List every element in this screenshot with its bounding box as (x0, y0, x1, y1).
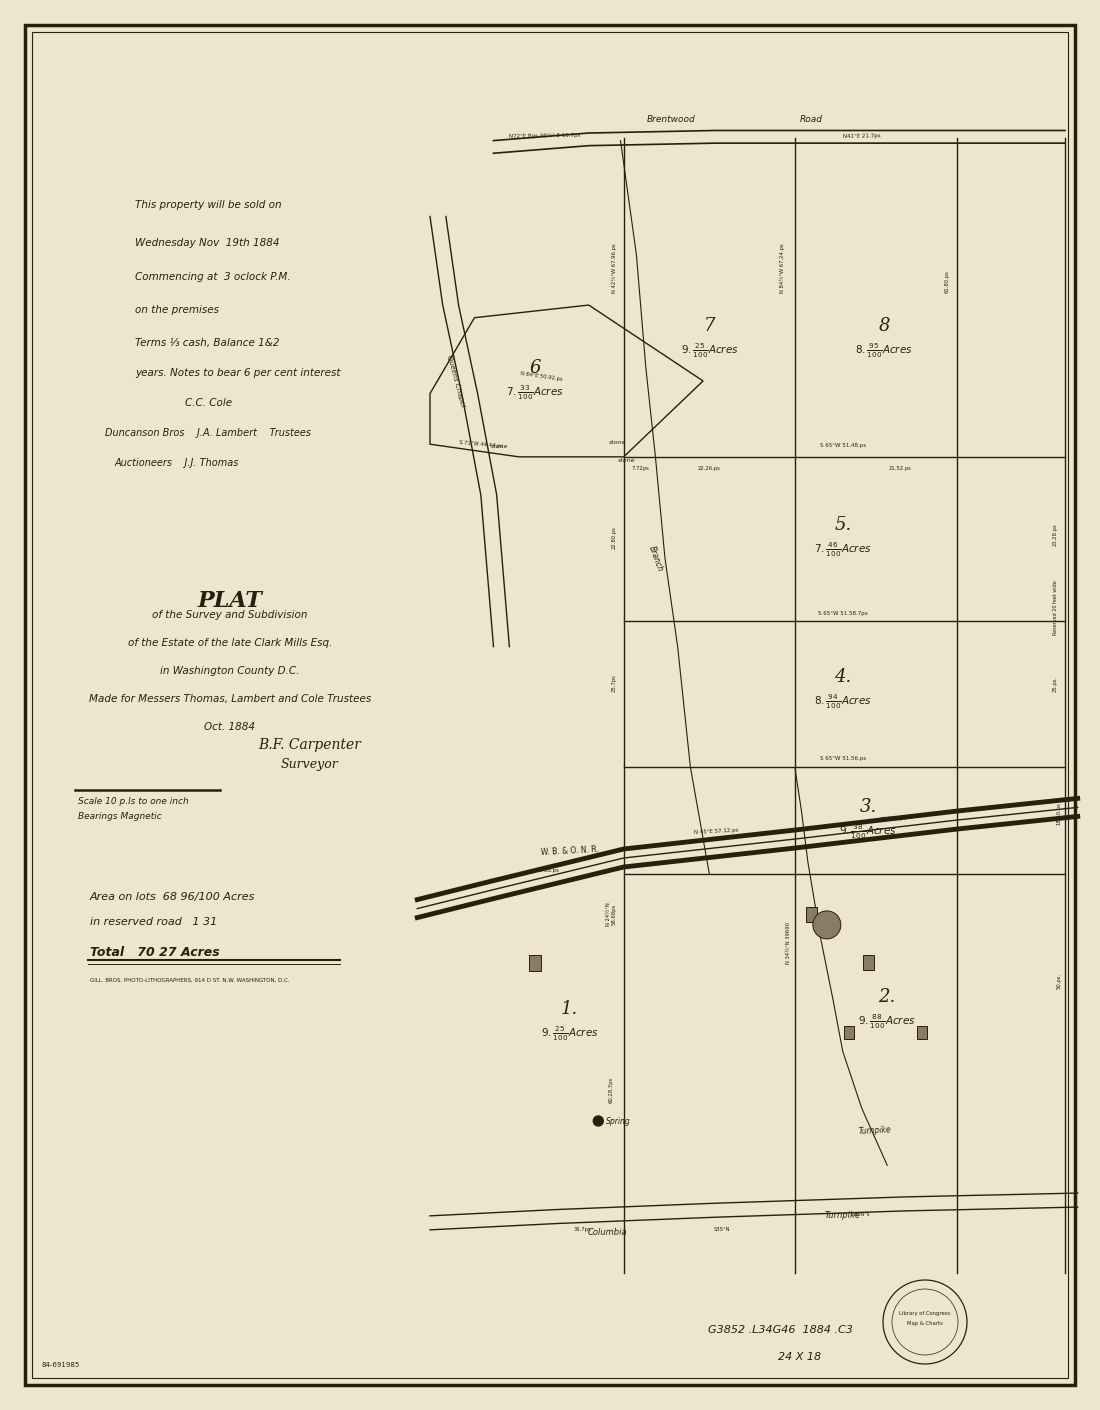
Text: 8: 8 (878, 317, 890, 336)
Text: Reserved 20 feet wide: Reserved 20 feet wide (1053, 580, 1058, 634)
Text: N 45°E 57.12.ps: N 45°E 57.12.ps (693, 828, 738, 835)
Text: 61.80.ps: 61.80.ps (945, 271, 950, 293)
Text: Spring: Spring (606, 1117, 631, 1127)
Text: 37.28.7ps: 37.28.7ps (880, 816, 907, 822)
Text: 84-691985: 84-691985 (42, 1362, 80, 1368)
Text: N 42½°W 67.96.ps: N 42½°W 67.96.ps (612, 244, 617, 293)
Text: $9.\frac{25}{100}$Acres: $9.\frac{25}{100}$Acres (541, 1025, 598, 1043)
Text: Map & Charts: Map & Charts (908, 1321, 943, 1327)
Text: S 65°W 51.56.ps: S 65°W 51.56.ps (820, 756, 866, 761)
Text: Queens Chapel: Queens Chapel (446, 354, 465, 407)
Text: Wednesday Nov  19th 1884: Wednesday Nov 19th 1884 (135, 238, 279, 248)
Text: Bearings Magnetic: Bearings Magnetic (78, 812, 162, 821)
Circle shape (813, 911, 840, 939)
Circle shape (593, 1115, 603, 1127)
Text: Commencing at  3 oclock P.M.: Commencing at 3 oclock P.M. (135, 272, 290, 282)
Text: years. Notes to bear 6 per cent interest: years. Notes to bear 6 per cent interest (135, 368, 341, 378)
Text: Made for Messers Thomas, Lambert and Cole Trustees: Made for Messers Thomas, Lambert and Col… (89, 694, 371, 704)
Text: $9.\frac{38}{100}$Acres: $9.\frac{38}{100}$Acres (839, 822, 896, 842)
Text: 7.72ps: 7.72ps (631, 465, 650, 471)
Text: S 71°W 44.44.ps: S 71°W 44.44.ps (459, 440, 503, 448)
Text: stone: stone (608, 440, 626, 446)
Bar (844, 1026, 854, 1039)
Text: 7: 7 (704, 317, 715, 336)
Text: $9.\frac{88}{100}$Acres: $9.\frac{88}{100}$Acres (858, 1012, 916, 1031)
Text: Total   70 27 Acres: Total 70 27 Acres (90, 946, 220, 959)
Text: $9.\frac{25}{100}$Acres: $9.\frac{25}{100}$Acres (681, 341, 738, 361)
Text: in reserved road   1 31: in reserved road 1 31 (90, 916, 218, 926)
Text: 3.: 3. (859, 798, 877, 816)
Text: stone: stone (618, 458, 636, 462)
Text: B.F. Carpenter: B.F. Carpenter (258, 737, 362, 752)
Text: Brentwood: Brentwood (647, 114, 695, 124)
Text: This property will be sold on: This property will be sold on (135, 200, 282, 210)
Text: 50.ps.: 50.ps. (1056, 973, 1062, 990)
Text: Oct. 1884: Oct. 1884 (205, 722, 255, 732)
Text: G3852 .L34G46  1884 .C3: G3852 .L34G46 1884 .C3 (707, 1325, 853, 1335)
Text: Terms ⅓ cash, Balance 1&2: Terms ⅓ cash, Balance 1&2 (135, 338, 279, 348)
Text: C.C. Cole: C.C. Cole (185, 398, 232, 407)
Text: Scale 10 p.ls to one inch: Scale 10 p.ls to one inch (78, 797, 189, 807)
Text: 36.7ps: 36.7ps (573, 1227, 592, 1232)
Text: 18.60.ps: 18.60.ps (1056, 802, 1062, 825)
Text: N72°E Bgs 46½° E 15.7ps: N72°E Bgs 46½° E 15.7ps (508, 133, 580, 140)
Text: Library of Congress: Library of Congress (900, 1311, 950, 1317)
Text: N 84½°W 67.24.ps: N 84½°W 67.24.ps (780, 244, 785, 293)
Bar (529, 955, 541, 971)
Text: N 24½°N
58.68ps: N 24½°N 58.68ps (606, 902, 616, 926)
Text: stone: stone (491, 444, 508, 448)
Text: N 34½°N 39690: N 34½°N 39690 (786, 922, 791, 964)
Text: 21.52.ps: 21.52.ps (889, 465, 911, 471)
Text: 60.28.7ps: 60.28.7ps (608, 1077, 614, 1103)
Text: $7.\frac{46}{100}$Acres: $7.\frac{46}{100}$Acres (814, 540, 871, 558)
Text: S35°N: S35°N (714, 1227, 730, 1232)
Text: 26.68.ps: 26.68.ps (536, 867, 560, 873)
Text: W. B. & O. N. R.: W. B. & O. N. R. (540, 846, 598, 857)
Bar (862, 956, 873, 970)
Text: Columbia: Columbia (587, 1228, 628, 1237)
Text: 26.N°s: 26.N°s (852, 1211, 870, 1217)
Text: Branch: Branch (647, 544, 664, 572)
Text: $7.\frac{33}{100}$Acres: $7.\frac{33}{100}$Acres (506, 384, 563, 402)
Text: 23.28.ps: 23.28.ps (1053, 523, 1058, 547)
Text: Road: Road (800, 114, 823, 124)
Text: Turnpike: Turnpike (825, 1211, 861, 1221)
Text: on the premises: on the premises (135, 305, 219, 314)
Bar (917, 1026, 927, 1039)
Text: S 65°W 51.48.ps: S 65°W 51.48.ps (820, 443, 866, 448)
Text: 22.26.ps: 22.26.ps (698, 465, 720, 471)
Text: 1.: 1. (561, 1001, 579, 1018)
Text: 25.7ps: 25.7ps (612, 674, 617, 692)
Text: PLAT: PLAT (198, 589, 263, 612)
Text: Area on lots  68 96/100 Acres: Area on lots 68 96/100 Acres (90, 893, 255, 902)
Text: 4.: 4. (834, 668, 851, 685)
Text: Turnpike: Turnpike (858, 1125, 891, 1135)
Text: 22.80.ps: 22.80.ps (612, 526, 617, 548)
Text: N41°E 21.7ps: N41°E 21.7ps (843, 134, 881, 140)
Text: $8.\frac{95}{100}$Acres: $8.\frac{95}{100}$Acres (855, 341, 913, 361)
Text: 24 X 18: 24 X 18 (779, 1352, 822, 1362)
Text: 6: 6 (529, 360, 540, 376)
Text: Duncanson Bros    J.A. Lambert    Trustees: Duncanson Bros J.A. Lambert Trustees (104, 429, 311, 439)
Text: of the Survey and Subdivision: of the Survey and Subdivision (152, 611, 308, 620)
Text: S 65°W 51.58.7ps: S 65°W 51.58.7ps (818, 611, 868, 616)
Text: Surveyor: Surveyor (282, 759, 339, 771)
Text: 25.ps.: 25.ps. (1053, 675, 1058, 692)
Text: of the Estate of the late Clark Mills Esq.: of the Estate of the late Clark Mills Es… (128, 637, 332, 649)
Text: 5.: 5. (834, 516, 851, 534)
Text: Auctioneers    J.J. Thomas: Auctioneers J.J. Thomas (116, 458, 240, 468)
Text: $8.\frac{94}{100}$Acres: $8.\frac{94}{100}$Acres (814, 692, 871, 711)
Text: 2.: 2. (879, 988, 895, 1005)
Text: GILL. BROS. PHOTO-LITHOGRAPHERS, 914 D ST. N.W. WASHINGTON, D.C.: GILL. BROS. PHOTO-LITHOGRAPHERS, 914 D S… (90, 979, 289, 983)
Text: in Washington County D.C.: in Washington County D.C. (161, 666, 299, 675)
Text: N 84°E 50.92.ps: N 84°E 50.92.ps (519, 371, 562, 382)
Bar (805, 907, 816, 922)
